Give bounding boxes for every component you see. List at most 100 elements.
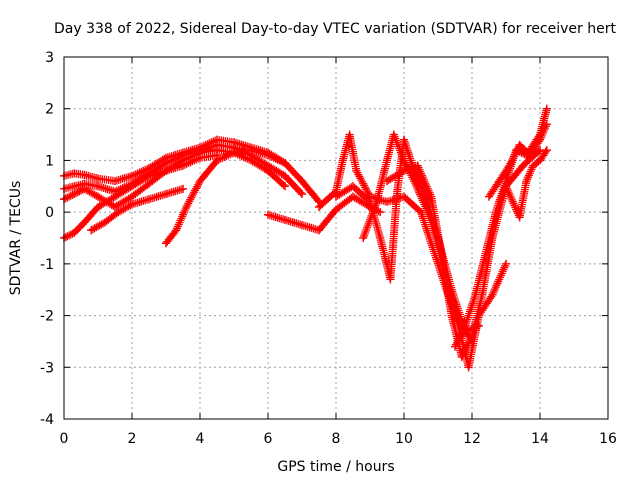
- data-point: [542, 120, 551, 129]
- data-point: [111, 202, 119, 211]
- data-point: [542, 146, 551, 155]
- data-point: [94, 192, 102, 201]
- data-point: [172, 226, 181, 235]
- data-point: [349, 192, 357, 201]
- data-point: [179, 161, 187, 170]
- x-tick-label: 14: [531, 431, 549, 447]
- data-point: [383, 156, 391, 165]
- data-point: [247, 146, 255, 155]
- data-point: [332, 192, 340, 201]
- y-tick-label: -2: [40, 309, 54, 325]
- data-point: [447, 311, 456, 320]
- data-point: [80, 170, 89, 179]
- data-point: [536, 156, 544, 165]
- data-point: [471, 290, 480, 299]
- data-point: [345, 130, 354, 139]
- data-point: [393, 187, 402, 196]
- data-point: [515, 213, 524, 222]
- data-point: [495, 197, 504, 206]
- data-point: [491, 208, 500, 217]
- data-point: [542, 104, 551, 113]
- data-point: [400, 156, 408, 165]
- data-point: [525, 151, 534, 160]
- data-point: [389, 130, 398, 139]
- data-point: [162, 190, 170, 199]
- data-point: [196, 153, 204, 162]
- x-tick-label: 12: [463, 431, 481, 447]
- x-tick-label: 4: [196, 431, 205, 447]
- y-tick-label: -3: [40, 360, 54, 376]
- data-point: [70, 228, 79, 237]
- y-axis-label: SDTVAR / TECUs: [8, 181, 24, 296]
- data-point: [281, 215, 289, 224]
- data-point: [128, 171, 136, 180]
- grid: [64, 57, 608, 419]
- data-point: [386, 275, 395, 284]
- data-point: [162, 166, 170, 175]
- data-point: [372, 197, 381, 206]
- data-point: [495, 177, 504, 186]
- data-point: [522, 177, 531, 186]
- data-point: [461, 321, 470, 330]
- data-point: [536, 135, 544, 144]
- y-tick-label: -1: [40, 257, 54, 273]
- data-point: [488, 290, 497, 299]
- data-point: [281, 159, 289, 168]
- data-point: [196, 177, 204, 186]
- data-point: [264, 151, 272, 160]
- data-point: [230, 148, 238, 157]
- data-point: [410, 177, 419, 186]
- data-point: [338, 156, 347, 165]
- series-arc-6: [162, 146, 289, 248]
- data-point: [264, 210, 272, 219]
- x-tick-label: 16: [599, 431, 617, 447]
- x-tick-label: 2: [128, 431, 137, 447]
- data-point: [457, 352, 466, 361]
- data-point: [417, 208, 425, 217]
- data-point: [182, 202, 191, 211]
- data-point: [70, 182, 79, 191]
- y-tick-label: 3: [45, 50, 54, 66]
- data-point: [298, 221, 306, 230]
- data-point: [359, 234, 368, 242]
- y-tick-label: 2: [45, 102, 54, 118]
- data-point: [94, 174, 102, 183]
- data-point: [332, 205, 340, 214]
- data-point: [70, 190, 79, 199]
- data-point: [281, 171, 289, 180]
- data-point: [536, 146, 544, 155]
- data-point: [400, 192, 408, 201]
- series-arc-14: [495, 146, 551, 222]
- data-point: [485, 192, 493, 201]
- data-point: [315, 202, 323, 211]
- data-point: [128, 182, 136, 191]
- data-point: [505, 161, 514, 170]
- data-point: [247, 156, 255, 165]
- series-arc-13: [485, 120, 551, 201]
- data-point: [383, 177, 391, 186]
- data-point: [298, 177, 306, 186]
- data-point: [94, 202, 102, 211]
- data-point: [366, 197, 374, 206]
- x-tick-label: 8: [332, 431, 341, 447]
- data-point: [502, 259, 510, 268]
- data-point: [376, 208, 385, 217]
- data-point: [515, 140, 524, 149]
- data-point: [383, 197, 391, 206]
- data-point: [128, 200, 136, 209]
- data-point: [437, 249, 446, 258]
- data-point: [281, 182, 289, 191]
- data-point: [213, 156, 221, 165]
- y-tick-label: -4: [40, 412, 54, 428]
- data-point: [315, 226, 323, 235]
- data-point: [87, 226, 96, 235]
- chart-title: Day 338 of 2022, Sidereal Day-to-day VTE…: [54, 21, 616, 37]
- data-point: [162, 239, 170, 248]
- data-point: [100, 218, 109, 227]
- data-point: [481, 249, 490, 258]
- y-tick-label: 1: [45, 153, 54, 169]
- data-point: [162, 159, 170, 168]
- data-point: [451, 342, 459, 351]
